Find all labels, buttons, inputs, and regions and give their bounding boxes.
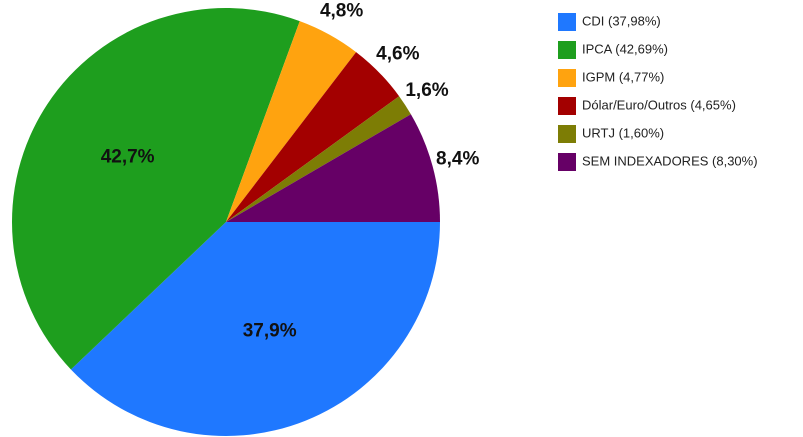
legend-swatch — [558, 153, 576, 171]
data-label: 4,8% — [320, 1, 363, 22]
data-label: 4,6% — [376, 43, 419, 64]
data-label: 37,9% — [243, 320, 297, 341]
legend-swatch — [558, 125, 576, 143]
legend-label: CDI (37,98%) — [582, 13, 661, 28]
legend-label: IPCA (42,69%) — [582, 41, 668, 56]
pie-slice — [226, 96, 411, 222]
data-label: 1,6% — [405, 80, 448, 101]
legend-label: IGPM (4,77%) — [582, 69, 664, 84]
data-label: 8,4% — [436, 148, 479, 169]
legend-swatch — [558, 69, 576, 87]
legend-swatch — [558, 41, 576, 59]
legend-swatch — [558, 97, 576, 115]
legend-label: Dólar/Euro/Outros (4,65%) — [582, 97, 736, 112]
pie-slice — [226, 114, 440, 222]
legend-swatch — [558, 13, 576, 31]
pie-slice — [226, 52, 400, 222]
data-label: 42,7% — [101, 146, 155, 167]
pie-slice — [70, 222, 441, 437]
pie-slice — [226, 21, 357, 222]
legend-label: URTJ (1,60%) — [582, 125, 664, 140]
legend-label: SEM INDEXADORES (8,30%) — [582, 153, 758, 168]
pie-slice — [11, 7, 300, 370]
